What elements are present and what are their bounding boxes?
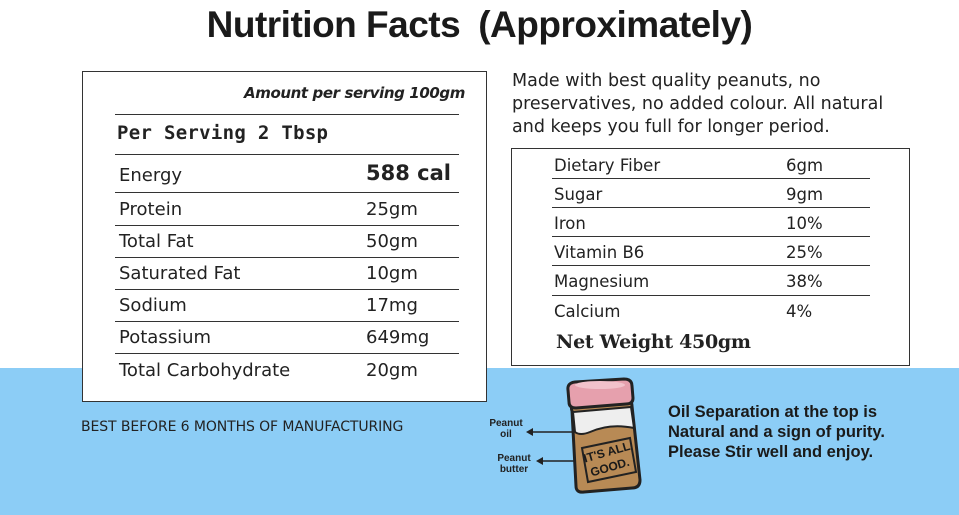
per-serving-heading: Per Serving 2 Tbsp: [117, 122, 329, 144]
divider: [552, 236, 870, 237]
micronutrient-value: 9gm: [786, 185, 824, 204]
divider: [115, 192, 459, 193]
divider: [552, 207, 870, 208]
micronutrient-value: 6gm: [786, 156, 824, 175]
nutrition-row: Sodium 17mg: [119, 288, 459, 320]
micronutrient-label: Magnesium: [554, 272, 650, 291]
nutrient-label: Total Carbohydrate: [119, 360, 291, 381]
jar-oil-layer: [571, 405, 636, 435]
amount-per-serving: Amount per serving 100gm: [244, 84, 465, 102]
micronutrient-row: Sugar 9gm: [554, 178, 870, 207]
divider: [115, 257, 459, 258]
nutrient-label: Energy: [119, 165, 183, 186]
micronutrient-label: Iron: [554, 214, 586, 233]
title-main: Nutrition Facts: [206, 4, 461, 45]
micronutrient-label: Sugar: [554, 185, 603, 204]
divider: [115, 353, 459, 354]
peanut-oil-label: Peanut oil: [484, 418, 528, 440]
divider: [552, 178, 870, 179]
nutrition-row: Saturated Fat 10gm: [119, 256, 459, 288]
note-line: Please Stir well and enjoy.: [668, 443, 874, 461]
nutrition-row: Protein 25gm: [119, 192, 459, 224]
description-line: Made with best quality peanuts, no: [512, 71, 821, 91]
nutrition-row: Potassium 649mg: [119, 320, 459, 352]
divider: [115, 321, 459, 322]
nutrient-label: Saturated Fat: [119, 263, 241, 284]
arrow-butter-head: [536, 457, 543, 465]
jar-label: [580, 436, 638, 484]
micronutrient-value: 10%: [786, 214, 823, 233]
note-line: Natural and a sign of purity.: [668, 423, 885, 441]
label-line: Peanut: [489, 418, 523, 429]
nutrition-row: Total Fat 50gm: [119, 224, 459, 256]
micronutrient-label: Calcium: [554, 302, 621, 321]
divider: [552, 265, 870, 266]
nutrition-row: Total Carbohydrate 20gm: [119, 353, 459, 385]
label-line: butter: [499, 464, 529, 475]
divider: [552, 295, 870, 296]
label-line: oil: [500, 429, 512, 440]
description-line: and keeps you full for longer period.: [512, 117, 830, 137]
nutrient-label: Sodium: [119, 295, 187, 316]
divider: [115, 225, 459, 226]
micronutrient-value: 38%: [786, 272, 823, 291]
micronutrient-label: Dietary Fiber: [554, 156, 661, 175]
micronutrient-value: 25%: [786, 243, 823, 262]
nutrition-row: Energy 588 cal: [119, 158, 459, 190]
micronutrient-label: Vitamin B6: [554, 243, 645, 262]
micronutrient-row: Vitamin B6 25%: [554, 236, 870, 265]
divider: [115, 114, 459, 115]
best-before-note: BEST BEFORE 6 MONTHS OF MANUFACTURING: [81, 419, 404, 435]
peanut-butter-jar-icon: IT'S ALL GOOD.: [526, 377, 642, 494]
micronutrient-row: Iron 10%: [554, 207, 870, 236]
micronutrient-value: 4%: [786, 302, 813, 321]
nutrient-value: 17mg: [366, 295, 418, 316]
divider: [115, 154, 459, 155]
title-approx: (Approximately): [478, 4, 753, 45]
page-title: Nutrition Facts (Approximately): [0, 4, 959, 46]
nutrient-label: Potassium: [119, 327, 212, 348]
label-line: Peanut: [497, 453, 531, 464]
nutrient-label: Protein: [119, 199, 183, 220]
micronutrient-row: Calcium 4%: [554, 295, 870, 324]
oil-separation-note: Oil Separation at the top is Natural and…: [668, 402, 885, 462]
micronutrient-row: Magnesium 38%: [554, 265, 870, 294]
nutrient-label: Total Fat: [119, 231, 194, 252]
divider: [115, 289, 459, 290]
nutrient-value: 10gm: [366, 263, 418, 284]
arrow-oil-head: [526, 428, 533, 436]
net-weight: Net Weight 450gm: [556, 331, 751, 353]
nutrient-value: 50gm: [366, 231, 418, 252]
nutrient-value: 588 cal: [366, 161, 451, 185]
nutrient-value: 20gm: [366, 360, 418, 381]
product-description: Made with best quality peanuts, no prese…: [512, 70, 932, 139]
nutrition-panel: Amount per serving 100gm Per Serving 2 T…: [82, 71, 487, 402]
nutrient-value: 25gm: [366, 199, 418, 220]
description-line: preservatives, no added colour. All natu…: [512, 94, 884, 114]
peanut-butter-label: Peanut butter: [492, 453, 536, 475]
micronutrient-panel: Dietary Fiber 6gm Sugar 9gm Iron 10% Vit…: [511, 148, 910, 366]
nutrient-value: 649mg: [366, 327, 430, 348]
micronutrient-row: Dietary Fiber 6gm: [554, 149, 870, 178]
jar-lid-shine: [575, 381, 625, 389]
note-line: Oil Separation at the top is: [668, 403, 878, 421]
